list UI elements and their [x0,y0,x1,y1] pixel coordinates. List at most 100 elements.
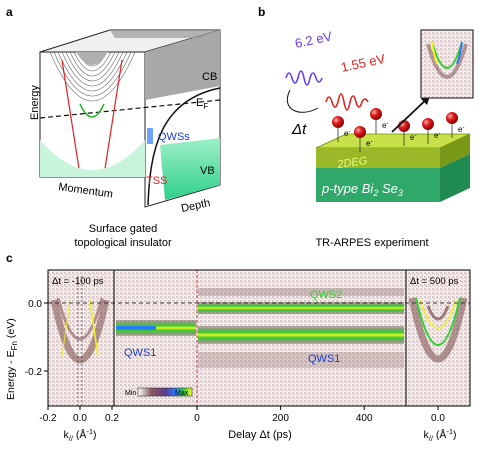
center-x-axis: 0 200 400 [194,406,373,424]
y-tick-label-neg02: -0.2 [25,367,43,378]
ef-label: EF [196,97,208,111]
panel-a-cube [39,29,221,208]
left-panel-title: Δt = -100 ps [52,276,104,287]
panel-a-caption-line2: topological insulator [74,237,172,249]
right-x-axis: 0.0 k// (Å-1) [423,406,457,443]
right-arpes-bg [406,270,470,406]
upper-faint-band [198,288,404,296]
right-panel-title: Δt = 500 ps [410,276,459,287]
electron: e- [370,108,388,134]
electron: e- [332,116,350,142]
left-x-axis: -0.2 0.0 0.2 k// (Å-1) [39,406,119,443]
slab-substrate-side [440,154,470,202]
center-x-tick-label: 200 [272,413,289,424]
electron-ball [422,118,434,130]
inset-green-band [431,41,463,69]
axis-energy-label: Energy [29,85,41,120]
substrate-label: p-type Bi2 Se3 [321,181,403,198]
probe-pulse [325,93,369,111]
qws-band-parabola [79,103,105,118]
panel-label-b: b [258,5,265,19]
colorbar: Min Max [125,387,193,397]
slab-substrate-front [316,168,440,202]
inset-blue-right [456,41,463,65]
electron-label: e- [434,131,440,140]
panel-label-c: c [6,251,13,265]
inset-arpes-image [420,29,474,99]
layer-2deg-label: 2DEG [336,155,369,171]
electrons: e-e-e-e-e-e- [332,108,464,152]
electron-ball [354,126,366,138]
center-x-tick-label: 0 [194,413,200,424]
left-x-label-0: 0.0 [73,413,87,424]
left-x-label-neg02: -0.2 [39,413,57,424]
inset-yellow-left [431,41,438,65]
qwss-label: QWSs [158,131,190,143]
emission-arrow [391,95,431,133]
left-arpes-bands [50,276,110,406]
electron-ball [332,116,344,128]
qws2-band [198,302,404,314]
tss-line-right [103,59,123,176]
electron-ball [370,108,382,120]
electron-label: e- [458,125,464,134]
slab-2deg-front [316,148,440,168]
tss-line-left [61,59,81,176]
lower-faint-band [198,352,404,368]
center-x-axis-label: Delay Δt (ps) [228,429,292,441]
sample-slab [315,133,471,202]
qws2-label: QWS2 [310,289,342,301]
band-bending-curve [147,87,221,206]
vb-region [160,138,220,200]
qws1-label-left: QWS1 [124,347,156,359]
panel-a-caption-line1: Surface gated [89,223,158,235]
delay-bracket [286,89,319,113]
tss-label: TSS [146,175,167,187]
center-delay-bands [116,288,404,368]
inset-outer-band [426,43,468,79]
cb-label: CB [202,71,217,83]
inset-frame [420,29,474,99]
vb-front-fill [40,140,145,177]
axis-momentum-label: Momentum [58,181,114,201]
electron: e- [446,112,464,138]
qws1-blue-strip [116,326,156,330]
left-k-axis-label: k// (Å-1) [63,427,96,443]
electron-label: e- [382,121,388,130]
electron-label: e- [366,139,372,148]
colorbar-min-label: Min [125,390,136,397]
electron-ball [446,112,458,124]
slab-2deg-side [440,134,470,168]
y-axis: 0.0 -0.2 Energy - EFn (eV) [5,299,48,400]
colorbar-gradient [137,387,193,397]
cb-fill [76,52,108,65]
cb-region [145,30,220,100]
cube-front-face [39,51,146,178]
probe-energy-label: 1.55 eV [340,51,387,75]
qws-slab [147,128,153,144]
colorbar-max-label: Max [175,390,189,397]
center-x-tick-label: 400 [356,413,373,424]
pump-energy-label: 6.2 eV [294,28,334,51]
electron: e- [422,118,440,144]
axis-depth-label: Depth [180,197,211,215]
qws1-band-positive [198,326,404,344]
electron-label: e- [344,129,350,138]
cb-top-shade [110,30,220,38]
right-arpes-bands [408,297,468,363]
y-tick-label-0: 0.0 [28,299,42,310]
electron-label: e- [410,133,416,142]
delay-label: Δt [291,121,307,138]
right-k-axis-label: k// (Å-1) [423,427,456,443]
panel-label-a: a [6,5,13,19]
qws1-label-right: QWS1 [308,353,340,365]
y-axis-label: Energy - EFn (eV) [5,318,19,400]
electron: e- [354,126,372,152]
left-x-label-02: 0.2 [105,413,119,424]
panel-c-outer-border [47,269,471,407]
vb-label: VB [200,165,215,177]
right-x-label-0: 0.0 [431,413,445,424]
panel-b-caption: TR-ARPES experiment [315,237,428,249]
fermi-level-line [39,99,221,119]
